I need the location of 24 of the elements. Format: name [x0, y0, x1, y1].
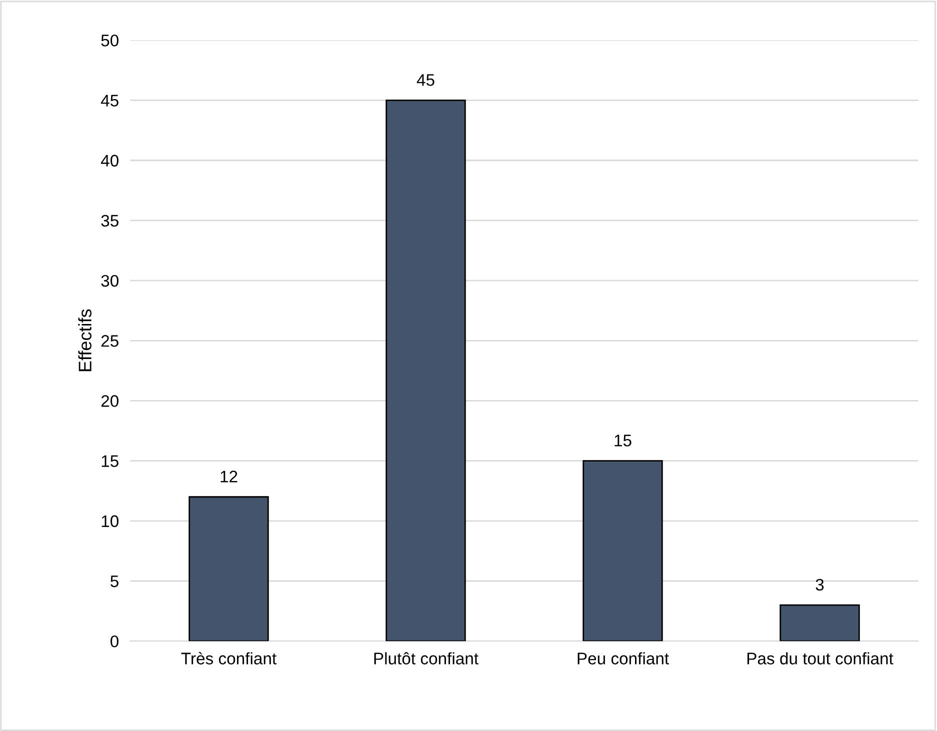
y-tick-label: 10 [102, 515, 118, 528]
y-tick-label: 40 [100, 154, 118, 167]
y-tick-label: 45 [100, 94, 118, 106]
bar [780, 604, 860, 642]
data-label: 12 [220, 470, 238, 482]
y-tick-label: 5 [110, 576, 118, 588]
y-tick-label: 30 [101, 274, 118, 287]
y-tick-label: 15 [102, 455, 118, 468]
data-label: 15 [614, 434, 632, 446]
x-tick-label: Pas du tout confiant [747, 652, 894, 664]
data-label: 3 [816, 578, 824, 591]
data-label: 45 [416, 74, 434, 86]
y-tick-label: 0 [110, 635, 118, 648]
x-tick-label: Très confiant [181, 652, 276, 664]
bar [188, 496, 269, 642]
bar [386, 100, 466, 642]
bar [582, 460, 663, 642]
y-tick-label: 20 [101, 395, 118, 407]
y-tick-label: 25 [101, 335, 118, 347]
x-tick-label: Plutôt confiant [374, 652, 478, 664]
x-tick-label: Peu confiant [578, 652, 669, 664]
y-axis-title: Effectifs [78, 309, 92, 372]
y-tick-label: 35 [101, 214, 118, 227]
y-tick-label: 50 [101, 34, 118, 46]
